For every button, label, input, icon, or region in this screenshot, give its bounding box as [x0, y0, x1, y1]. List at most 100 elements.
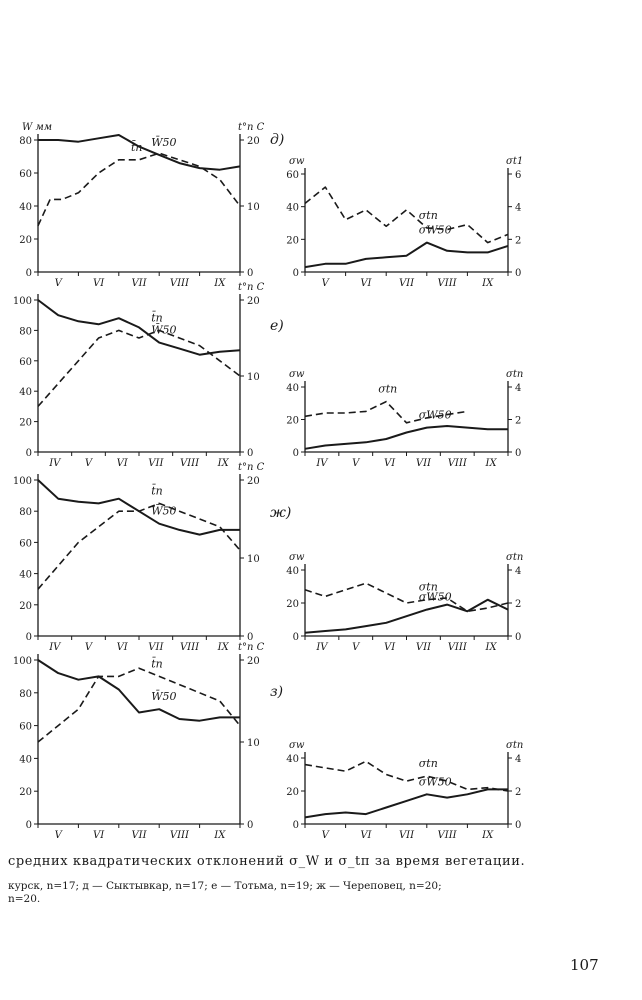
panel-1-y-label-right: t°п C [238, 122, 265, 133]
panel-5-month-label: VI [117, 642, 129, 653]
panel-2-month-label: VII [399, 278, 415, 289]
panel-8-month-label: VIII [438, 830, 458, 841]
panel-2-y-tick-label-right: 6 [515, 170, 521, 181]
panel-5-y-label-right: t°п C [238, 462, 265, 473]
panel-7-month-label: VIII [170, 830, 190, 841]
panel-1-y-tick-label-left: 80 [19, 136, 32, 147]
panel-3-y-tick-label-left: 100 [13, 296, 32, 307]
panel-3-series-label: t̄п [151, 311, 163, 324]
panel-3-panel-letter: е) [270, 318, 284, 334]
panel-7-y-tick-label-left: 60 [19, 722, 32, 733]
panel-2-y-tick-label-right: 0 [515, 268, 521, 279]
panel-5-month-label: IV [48, 642, 62, 653]
panel-3-y-tick-label-left: 80 [19, 326, 32, 337]
panel-1-y-label-left: W мм [22, 122, 52, 133]
panel-4-series-label: σtп [378, 383, 397, 396]
panel-3-series-dashed [37, 329, 241, 407]
panel-2-y-tick-label-left: 20 [286, 235, 299, 246]
panel-6-y-tick-label-right: 2 [515, 599, 521, 610]
panel-3-y-label-right: t°п C [238, 282, 265, 293]
panel-4-y-tick-label-left: 40 [286, 383, 299, 394]
panel-3-month-label: IV [48, 458, 62, 469]
panel-2-y-tick-label-left: 0 [293, 268, 299, 279]
panel-4-y-tick-label-left: 20 [286, 416, 299, 427]
panel-5-y-tick-label-left: 80 [19, 507, 32, 518]
panel-2-y-tick-label-left: 40 [286, 203, 299, 214]
panel-6-y-tick-label-left: 0 [293, 632, 299, 643]
panel-5-month-label: IX [217, 642, 230, 653]
panel-6-month-label: VI [384, 642, 396, 653]
panel-3-month-label: VI [117, 458, 129, 469]
panel-1-month-label: VI [93, 278, 105, 289]
panel-3-series-solid [37, 299, 241, 356]
panel-6-y-tick-label-right: 0 [515, 632, 521, 643]
panel-8-month-label: V [322, 830, 331, 841]
panel-1-y-tick-label-left: 20 [19, 235, 32, 246]
panel-6-y-tick-label-right: 4 [515, 566, 521, 577]
panel-2-series-label: σtп [419, 209, 438, 222]
panel-2-y-tick-label-left: 60 [286, 170, 299, 181]
panel-1-month-label: V [55, 278, 64, 289]
panel-7-month-label: V [55, 830, 64, 841]
panel-1-series-label: t̄п [131, 140, 143, 153]
panel-7-y-label-right: t°п C [238, 642, 265, 653]
panel-8-y-tick-label-right: 2 [515, 787, 521, 798]
panel-1-panel-letter: д) [270, 132, 284, 148]
panel-1-y-tick-label-left: 40 [19, 202, 32, 213]
panel-7-y-tick-label-right: 20 [247, 656, 260, 667]
panel-7-y-tick-label-right: 10 [247, 738, 260, 749]
panel-8-series-label: σtп [419, 757, 438, 770]
panel-6-month-label: IX [485, 642, 498, 653]
panel-1-series-label: W̄50 [151, 136, 176, 149]
panel-5-y-tick-label-left: 0 [26, 632, 32, 643]
panel-4-month-label: IV [315, 458, 329, 469]
panel-7-y-tick-label-left: 0 [26, 820, 32, 831]
panel-4-series-solid [304, 425, 508, 450]
panel-6-series-label: σtп [419, 581, 438, 594]
panel-6-y-tick-label-left: 20 [286, 599, 299, 610]
panel-8-y-label-right: σtп [506, 740, 523, 751]
panel-2-series-dashed [304, 186, 509, 244]
panel-3-y-tick-label-right: 20 [247, 296, 260, 307]
panel-2-y-tick-label-right: 2 [515, 235, 521, 246]
panel-7-y-tick-label-left: 100 [13, 656, 32, 667]
panel-4-month-label: V [352, 458, 361, 469]
panel-7-panel-letter: з) [270, 684, 283, 700]
panel-7-month-label: VI [93, 830, 105, 841]
panel-5-series-solid [37, 479, 240, 536]
panel-8-series-dashed [304, 760, 509, 792]
panel-4-y-tick-label-right: 0 [515, 448, 521, 459]
panel-3-y-tick-label-left: 0 [26, 448, 32, 459]
panel-8-month-label: VII [399, 830, 415, 841]
panel-5-y-tick-label-left: 20 [19, 601, 32, 612]
panel-7-series-solid [37, 659, 240, 722]
panel-8-month-label: IX [481, 830, 494, 841]
panel-8-month-label: VI [360, 830, 372, 841]
panel-2-month-label: VI [360, 278, 372, 289]
panel-2-month-label: V [322, 278, 331, 289]
panel-3-month-label: VII [148, 458, 164, 469]
panel-6-month-label: VII [416, 642, 432, 653]
panel-3-y-tick-label-right: 0 [247, 448, 253, 459]
panel-5-series-label: W̄50 [151, 505, 176, 518]
panel-2-y-label-right: σt1 [506, 156, 523, 167]
panel-5-y-tick-label-left: 100 [13, 476, 32, 487]
panel-2-series-label: σW50 [419, 224, 452, 237]
panel-6-month-label: V [352, 642, 361, 653]
panel-4-month-label: VIII [448, 458, 468, 469]
panel-7-series-label: t̄п [151, 657, 163, 670]
panel-8-y-tick-label-right: 0 [515, 820, 521, 831]
panel-3-y-tick-label-right: 10 [247, 372, 260, 383]
panel-3-y-tick-label-left: 20 [19, 418, 32, 429]
panel-7-y-tick-label-left: 80 [19, 689, 32, 700]
panel-8-series-label: σW50 [419, 775, 452, 788]
panel-8-series-solid [304, 788, 508, 819]
panel-2-y-tick-label-right: 4 [515, 203, 521, 214]
panel-3-month-label: V [85, 458, 94, 469]
panel-1-series-dashed [37, 152, 241, 227]
panel-3-month-label: VIII [180, 458, 200, 469]
panel-5-month-label: VII [148, 642, 164, 653]
panel-5-y-tick-label-right: 0 [247, 632, 253, 643]
